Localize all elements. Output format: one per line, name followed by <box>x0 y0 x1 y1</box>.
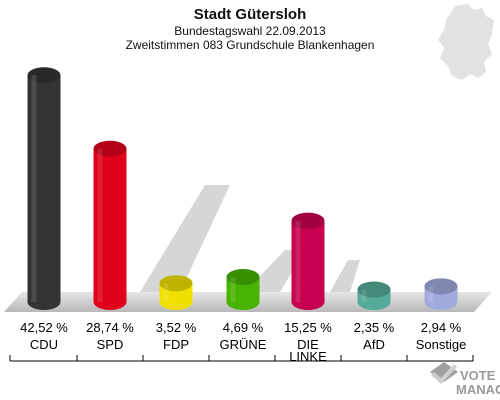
category-label-cdu: CDU <box>30 337 58 352</box>
value-label-sonstige: 2,94 % <box>421 320 462 335</box>
value-label-die-linke: 15,25 % <box>284 320 332 335</box>
bar-body-cdu <box>27 75 61 302</box>
vote-manager-logo: VOTE MANAGER <box>430 362 500 397</box>
bar-base-fdp <box>159 294 193 310</box>
bar-top-afd <box>357 281 391 298</box>
category-label-die-linke-1: DIE <box>297 337 319 352</box>
bar-highlight-sonstige <box>428 286 434 302</box>
logo-text-vote: VOTE <box>460 368 496 383</box>
bar-top-gruene <box>226 268 260 285</box>
bar-cdu <box>27 67 61 310</box>
category-label-fdp: FDP <box>163 337 189 352</box>
logo-text-manager: MANAGER <box>456 382 500 397</box>
bar-afd <box>357 281 391 310</box>
bar-body-spd <box>93 148 127 302</box>
chart-title: Stadt Gütersloh <box>194 6 307 23</box>
category-label-afd: AfD <box>363 337 385 352</box>
bar-gruene <box>226 268 260 310</box>
category-label-gruene: GRÜNE <box>220 337 267 352</box>
ballot-check-icon <box>430 362 458 384</box>
shadow-stripes <box>140 185 360 292</box>
bar-base-die-linke <box>291 294 325 310</box>
bar-highlight-cdu <box>31 75 37 302</box>
bar-base-spd <box>93 294 127 310</box>
bar-fdp <box>159 275 193 310</box>
bar-die-linke <box>291 212 325 310</box>
bars-layer <box>27 67 458 310</box>
bar-base-afd <box>357 294 391 310</box>
value-label-afd: 2,35 % <box>354 320 395 335</box>
bar-base-cdu <box>27 294 61 310</box>
labels-layer: 42,52 % 28,74 % 3,52 % 4,69 % 15,25 % 2,35 % 2… <box>20 320 462 335</box>
bar-sonstige <box>424 278 458 310</box>
value-label-gruene: 4,69 % <box>223 320 264 335</box>
germany-map-icon <box>438 4 494 80</box>
bar-highlight-fdp <box>163 283 169 302</box>
bar-base-gruene <box>226 294 260 310</box>
bar-top-cdu <box>27 67 61 84</box>
value-label-fdp: 3,52 % <box>156 320 197 335</box>
value-label-spd: 28,74 % <box>86 320 134 335</box>
bar-highlight-die-linke <box>295 220 301 302</box>
value-label-cdu: 42,52 % <box>20 320 68 335</box>
bar-body-die-linke <box>291 220 325 302</box>
bar-top-spd <box>93 140 127 157</box>
category-label-spd: SPD <box>97 337 124 352</box>
category-label-die-linke-2: LINKE <box>289 349 327 364</box>
bar-highlight-gruene <box>230 276 236 302</box>
category-label-sonstige: Sonstige <box>416 337 467 352</box>
bar-top-fdp <box>159 275 193 292</box>
bar-highlight-afd <box>361 289 367 302</box>
bar-highlight-spd <box>97 148 103 302</box>
chart-subtitle: Bundestagswahl 22.09.2013 <box>174 24 326 38</box>
bar-top-sonstige <box>424 278 458 295</box>
chart-subtitle-2: Zweitstimmen 083 Grundschule Blankenhage… <box>126 38 375 52</box>
bar-base-sonstige <box>424 294 458 310</box>
bar-spd <box>93 140 127 310</box>
bar-top-die-linke <box>291 212 325 229</box>
